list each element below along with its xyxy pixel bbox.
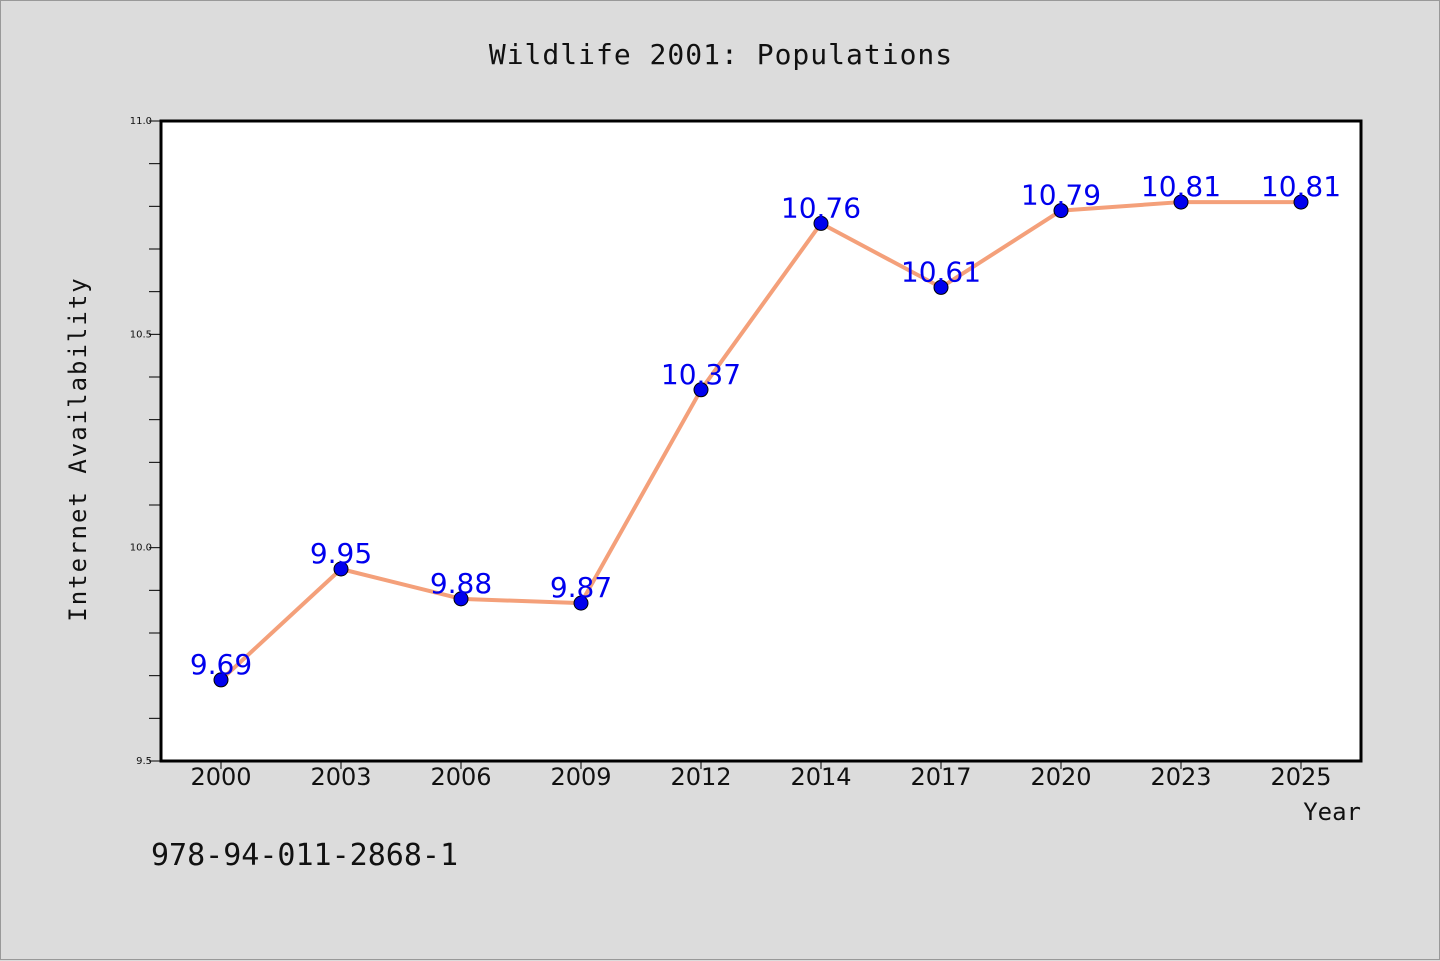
x-tick-label: 2023 — [1150, 763, 1211, 791]
data-point — [1173, 194, 1189, 210]
y-tick-label: 10.0 — [130, 543, 152, 554]
x-tick-label: 2000 — [190, 763, 251, 791]
x-tick-label: 2020 — [1030, 763, 1091, 791]
plot-frame — [159, 119, 1363, 763]
data-point — [213, 672, 229, 688]
data-point — [813, 215, 829, 231]
data-point — [453, 591, 469, 607]
x-tick-label: 2025 — [1270, 763, 1331, 791]
y-tick-label: 9.5 — [136, 756, 152, 767]
data-label: 9.87 — [550, 571, 612, 604]
x-tick-label: 2009 — [550, 763, 611, 791]
data-label: 10.79 — [1021, 179, 1101, 212]
footer-text: 978-94-011-2868-1 — [151, 838, 458, 873]
chart-title: Wildlife 2001: Populations — [489, 38, 953, 71]
data-point — [693, 382, 709, 398]
data-point — [1293, 194, 1309, 210]
x-tick-label: 2017 — [910, 763, 971, 791]
data-label: 10.76 — [781, 191, 861, 224]
data-label: 9.95 — [310, 537, 372, 570]
data-label: 10.81 — [1261, 170, 1341, 203]
data-point — [933, 279, 949, 295]
data-label: 9.69 — [190, 648, 252, 681]
x-tick-label: 2003 — [310, 763, 371, 791]
y-tick-label: 11.0 — [130, 116, 152, 127]
y-axis-label: Internet Availability — [64, 276, 92, 621]
x-axis-label: Year — [1303, 798, 1361, 826]
data-label: 9.88 — [430, 567, 492, 600]
y-tick-label: 10.5 — [130, 329, 152, 340]
data-point — [1053, 203, 1069, 219]
x-tick-label: 2012 — [670, 763, 731, 791]
data-point — [573, 595, 589, 611]
plot-background — [161, 121, 1361, 761]
data-label: 10.81 — [1141, 170, 1221, 203]
plot-area: 9.5 10.0 10.5 11.0 2000 2003 2006 2009 2012 2014 2… — [130, 116, 1363, 791]
data-label: 10.61 — [901, 255, 981, 288]
data-point — [333, 561, 349, 577]
series-line — [219, 200, 1301, 682]
x-tick-label: 2014 — [790, 763, 851, 791]
data-label: 10.37 — [661, 358, 741, 391]
x-tick-label: 2006 — [430, 763, 491, 791]
